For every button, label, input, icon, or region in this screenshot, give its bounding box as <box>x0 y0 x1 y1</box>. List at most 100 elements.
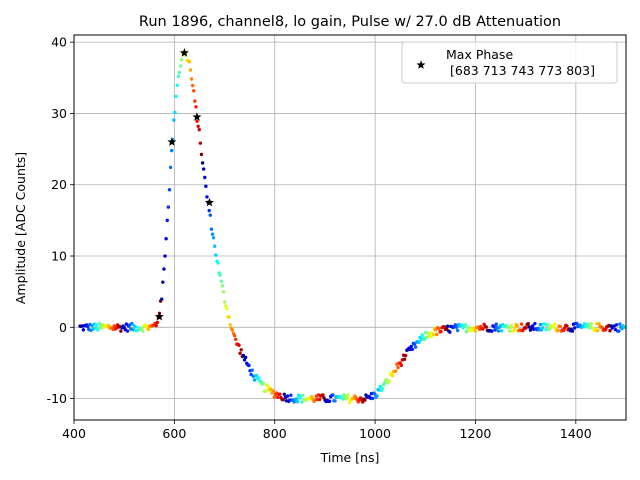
data-point <box>493 328 497 332</box>
data-point <box>97 326 101 330</box>
data-point <box>271 389 275 393</box>
x-axis-label: Time [ns] <box>320 450 380 465</box>
data-point <box>175 83 179 88</box>
x-tick-label: 400 <box>62 426 86 441</box>
data-point <box>254 373 259 378</box>
data-point <box>210 232 215 236</box>
data-point <box>341 397 345 401</box>
data-point <box>247 363 251 368</box>
max-phase-star <box>167 137 177 146</box>
data-point <box>455 328 460 333</box>
data-point <box>197 127 201 132</box>
data-point <box>333 399 337 403</box>
data-point <box>444 327 449 331</box>
data-point <box>463 323 468 327</box>
data-point <box>530 324 535 328</box>
y-tick-label: 10 <box>51 249 67 264</box>
data-point <box>454 325 459 330</box>
data-point <box>413 345 418 349</box>
data-point <box>208 213 212 217</box>
data-point <box>161 280 165 284</box>
data-point <box>200 161 205 165</box>
data-point <box>163 254 167 258</box>
data-point <box>209 227 214 231</box>
data-point <box>437 327 441 331</box>
data-point <box>586 322 590 326</box>
data-point <box>390 373 395 378</box>
data-point <box>167 187 172 192</box>
data-point <box>195 119 199 123</box>
data-point <box>261 381 265 385</box>
data-point <box>622 325 626 329</box>
data-point <box>250 368 254 372</box>
data-point <box>300 400 304 404</box>
data-point <box>448 330 452 334</box>
data-point <box>345 396 349 400</box>
data-point <box>204 184 208 188</box>
data-point <box>618 322 622 326</box>
data-point <box>230 328 235 332</box>
data-point <box>515 324 519 328</box>
data-point <box>252 378 257 382</box>
data-point <box>420 333 424 337</box>
data-point <box>282 392 286 397</box>
data-point <box>464 330 469 334</box>
y-axis-label: Amplitude [ADC Counts] <box>13 152 28 304</box>
data-point <box>570 329 575 333</box>
data-point <box>321 393 325 397</box>
data-point <box>544 328 548 332</box>
data-point <box>172 118 176 122</box>
data-point <box>203 175 207 180</box>
y-tick-label: -10 <box>47 391 67 406</box>
data-point <box>519 322 524 326</box>
data-point <box>434 332 439 337</box>
data-point <box>192 89 196 93</box>
data-point <box>387 379 391 383</box>
data-point <box>466 325 471 330</box>
data-point <box>327 399 332 403</box>
data-point <box>237 343 241 347</box>
data-point <box>572 326 577 330</box>
data-point <box>233 337 238 341</box>
data-point <box>165 218 169 223</box>
data-point <box>193 99 197 103</box>
data-point <box>164 237 168 241</box>
data-point <box>81 328 86 332</box>
y-tick-label: 30 <box>51 106 67 121</box>
data-point <box>528 328 533 332</box>
data-point <box>589 321 593 326</box>
data-point <box>431 333 435 337</box>
x-tick-label: 1400 <box>560 426 592 441</box>
data-point <box>562 326 567 330</box>
data-point <box>207 208 211 213</box>
data-point <box>93 326 98 330</box>
data-point <box>176 74 180 78</box>
data-point <box>513 326 517 330</box>
data-point <box>373 392 377 396</box>
data-point <box>214 253 218 257</box>
data-point <box>221 290 226 294</box>
data-point <box>597 322 601 326</box>
data-point <box>603 328 608 332</box>
data-point <box>154 323 158 328</box>
data-point <box>370 396 375 401</box>
data-point <box>213 244 217 248</box>
data-point <box>375 394 379 398</box>
data-point <box>394 369 398 373</box>
legend-label: Max Phase <box>446 47 513 62</box>
data-point <box>125 329 130 333</box>
data-point <box>238 351 242 356</box>
axis-ticks: 400 600 800 1000 1200 1400 -10 0 10 20 30 40 <box>47 35 592 441</box>
data-point <box>556 328 560 332</box>
data-point <box>241 353 246 358</box>
data-point <box>347 400 352 405</box>
data-point <box>225 307 229 311</box>
data-point <box>124 322 129 326</box>
data-point <box>617 329 621 333</box>
data-point <box>140 326 144 330</box>
data-point <box>295 400 300 404</box>
legend-star <box>416 60 426 69</box>
x-tick-label: 600 <box>162 426 186 441</box>
data-point <box>422 337 427 342</box>
data-point <box>380 387 385 391</box>
